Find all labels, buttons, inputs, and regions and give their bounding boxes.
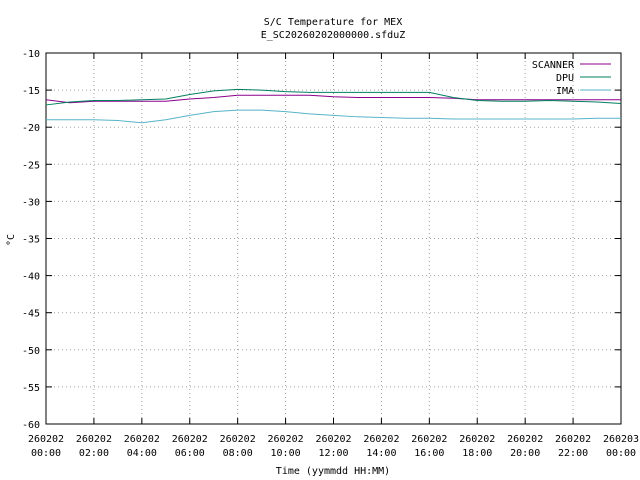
data-line [45,88,622,106]
y-tick-label: -55 [22,383,40,394]
y-tick-label: -30 [22,197,40,208]
legend-label: DPU [556,73,574,84]
y-tick-label: -60 [22,420,40,431]
y-axis-label: °C [6,234,17,246]
data-line [45,94,621,104]
y-tick-label: -20 [22,123,40,134]
y-tick-label: -40 [22,272,40,283]
x-tick-label: 260202 08:00 [220,434,256,459]
y-tick-label: -35 [22,235,40,246]
chart-subtitle: E_SC20260202000000.sfduZ [261,30,406,41]
x-tick-label: 260202 14:00 [363,434,399,459]
x-tick-label: 260202 06:00 [172,434,208,459]
x-tick-label: 260202 12:00 [315,434,351,459]
y-tick-label: -10 [22,49,40,60]
x-tick-label: 260202 20:00 [507,434,543,459]
x-tick-label: 260202 22:00 [555,434,591,459]
data-line [46,109,621,124]
x-axis-label: Time (yymmdd HH:MM) [276,466,390,477]
x-tick-label: 260202 18:00 [459,434,495,459]
x-tick-label: 260202 16:00 [411,434,447,459]
y-tick-label: -15 [22,86,40,97]
plot-frame [45,52,622,425]
y-tick-label: -45 [22,309,40,320]
y-tick-label: -25 [22,160,40,171]
x-tick-label: 260202 00:00 [28,434,64,459]
legend-label: SCANNER [532,60,575,71]
y-tick-label: -50 [22,346,40,357]
chart-title: S/C Temperature for MEX [264,17,402,28]
x-tick-label: 260202 10:00 [268,434,304,459]
x-tick-label: 260202 04:00 [124,434,160,459]
legend-label: IMA [556,86,574,97]
x-tick-label: 260203 00:00 [603,434,639,459]
x-tick-label: 260202 02:00 [76,434,112,459]
